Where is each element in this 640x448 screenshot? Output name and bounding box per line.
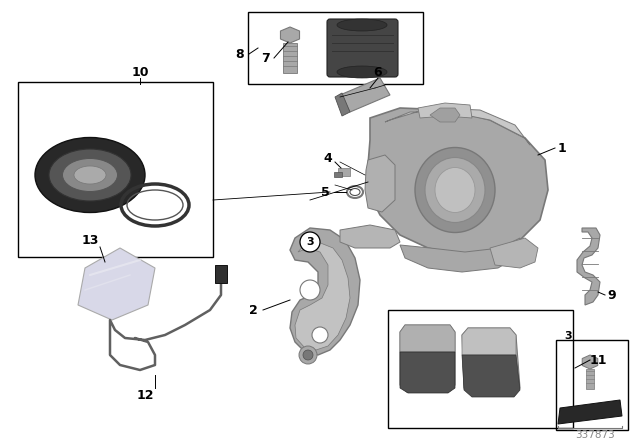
Polygon shape	[365, 155, 395, 212]
Polygon shape	[400, 238, 520, 272]
Text: 1: 1	[557, 142, 566, 155]
Polygon shape	[558, 400, 622, 424]
Polygon shape	[490, 238, 538, 268]
Polygon shape	[582, 355, 598, 369]
Polygon shape	[462, 355, 520, 397]
Polygon shape	[400, 325, 455, 352]
Text: 12: 12	[136, 388, 154, 401]
Text: 7: 7	[260, 52, 269, 65]
Polygon shape	[295, 242, 350, 350]
Polygon shape	[462, 328, 520, 396]
Circle shape	[299, 346, 317, 364]
Polygon shape	[462, 328, 516, 355]
Polygon shape	[577, 228, 600, 305]
Polygon shape	[78, 248, 155, 320]
Polygon shape	[400, 352, 455, 393]
Text: 337873: 337873	[575, 430, 615, 440]
Bar	[18, 82, 213, 257]
Polygon shape	[418, 103, 472, 118]
Text: 10: 10	[131, 65, 148, 78]
FancyBboxPatch shape	[327, 19, 398, 77]
Circle shape	[312, 327, 328, 343]
Bar	[215, 265, 227, 283]
Text: 13: 13	[81, 233, 99, 246]
Ellipse shape	[63, 159, 118, 191]
Text: 5: 5	[321, 185, 330, 198]
Bar	[556, 340, 628, 430]
Polygon shape	[340, 78, 390, 112]
Ellipse shape	[74, 166, 106, 184]
Ellipse shape	[435, 168, 475, 212]
Text: 8: 8	[236, 47, 244, 60]
Text: 6: 6	[374, 65, 382, 78]
Bar	[388, 310, 573, 428]
Text: 4: 4	[324, 151, 332, 164]
Polygon shape	[385, 108, 530, 145]
Ellipse shape	[425, 158, 485, 223]
Ellipse shape	[337, 66, 387, 78]
Bar	[248, 12, 423, 84]
Polygon shape	[290, 228, 360, 355]
Bar	[338, 168, 350, 176]
Circle shape	[300, 280, 320, 300]
Polygon shape	[280, 27, 300, 43]
Polygon shape	[340, 225, 400, 248]
Polygon shape	[400, 325, 455, 392]
Ellipse shape	[415, 147, 495, 233]
Polygon shape	[335, 93, 350, 116]
Ellipse shape	[35, 138, 145, 212]
Ellipse shape	[49, 149, 131, 201]
Bar	[586, 369, 594, 389]
Text: 3: 3	[564, 331, 572, 341]
Text: 2: 2	[248, 303, 257, 316]
Text: 9: 9	[608, 289, 616, 302]
Circle shape	[303, 350, 313, 360]
Polygon shape	[430, 108, 460, 122]
Text: 11: 11	[589, 353, 607, 366]
Polygon shape	[368, 108, 548, 255]
Bar	[334, 172, 342, 177]
Text: 3: 3	[306, 237, 314, 247]
Ellipse shape	[337, 19, 387, 31]
Circle shape	[300, 232, 320, 252]
Bar	[283, 43, 297, 73]
